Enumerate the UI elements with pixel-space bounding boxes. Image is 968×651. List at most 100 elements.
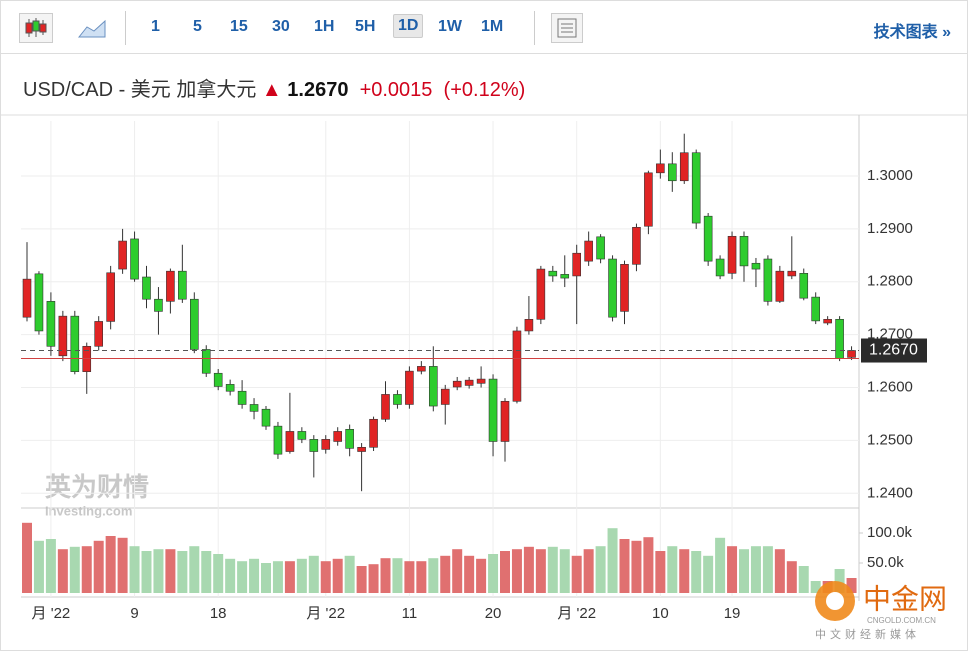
candle-body [428, 366, 438, 407]
volume-bar [500, 551, 510, 593]
candle-body [261, 408, 271, 427]
interval-button[interactable]: 1H [314, 18, 335, 35]
y-tick-label: 1.3000 [867, 167, 913, 184]
candle-body [488, 378, 498, 442]
volume-bar [798, 566, 809, 593]
x-tick-label: 月 '22 [32, 605, 71, 622]
volume-bar [619, 539, 630, 593]
candle-body [405, 370, 414, 405]
volume-bar [535, 549, 546, 593]
candle-body [572, 252, 582, 277]
interval-button[interactable]: 1 [151, 18, 160, 35]
candle-body [417, 366, 426, 372]
candle-body [393, 394, 402, 405]
candle-body [213, 372, 223, 387]
candle-body [237, 390, 247, 405]
volume-bar [834, 569, 845, 593]
volume-bar [272, 561, 283, 593]
interval-button[interactable]: 1M [481, 18, 504, 35]
interval-button[interactable]: 5 [193, 18, 202, 35]
volume-bar [511, 549, 522, 593]
interval-button[interactable]: 15 [230, 18, 248, 35]
volume-bar [727, 546, 738, 593]
volume-bar [643, 537, 654, 593]
y-tick-label: 1.2800 [867, 273, 913, 290]
change: +0.0015 [359, 79, 433, 101]
volume-bar [416, 561, 427, 593]
candle-body [154, 298, 163, 312]
candle-body [190, 298, 199, 350]
pair: USD/CAD - 美元 加拿大元 [23, 79, 257, 101]
candle-body [847, 350, 856, 358]
change-pct: (+0.12%) [443, 79, 526, 101]
volume-bar [440, 555, 451, 593]
candle-body [178, 270, 187, 300]
candle-body [787, 270, 797, 277]
candle-body [452, 380, 462, 388]
candle-body [369, 418, 378, 448]
candle-body [763, 258, 773, 302]
interval-button[interactable]: 1W [438, 18, 462, 35]
volume-bar [810, 581, 821, 593]
volume-bar [296, 558, 307, 593]
volume-bar [380, 558, 391, 593]
volume-bar [428, 558, 439, 593]
volume-bar [571, 555, 582, 593]
volume-bar [57, 549, 68, 593]
candle-body [309, 439, 319, 452]
candle-body [835, 319, 844, 359]
candle-body [584, 240, 593, 262]
volume-bar [476, 558, 487, 593]
candle-icon[interactable] [19, 13, 53, 43]
volume-bar [177, 551, 188, 593]
last-price-box [861, 338, 927, 363]
x-tick-label: 18 [210, 605, 227, 622]
volume-bar [117, 537, 128, 593]
volume-bar [583, 549, 594, 593]
candle-body [560, 274, 570, 279]
interval-button[interactable]: 5H [355, 18, 376, 35]
candle-body [811, 296, 821, 322]
volume-bar [153, 549, 164, 593]
y-tick-label: 1.2700 [867, 326, 913, 343]
candle-body [596, 236, 605, 260]
candle-body [142, 276, 151, 300]
volume-bar [715, 537, 726, 593]
price: 1.2670 [287, 79, 349, 101]
y-tick-label: 1.2500 [867, 431, 913, 448]
candle-body [751, 262, 761, 270]
candle-body [715, 258, 725, 277]
candle-body [46, 301, 56, 347]
volume-bar [249, 558, 260, 593]
interval-button[interactable]: 30 [272, 18, 290, 35]
candle-body [667, 163, 677, 182]
volume-bar [547, 546, 558, 593]
logo-url: CNGOLD.COM.CN [867, 616, 936, 625]
technical-chart-link[interactable]: 技术图表 » [873, 24, 951, 41]
volume-bar [33, 540, 44, 593]
candle-body [440, 388, 450, 405]
volume-bar [607, 528, 618, 593]
candle-body [285, 431, 295, 452]
x-tick-label: 月 '22 [557, 605, 596, 622]
y-tick-label: 1.2400 [867, 484, 913, 501]
volume-bar [523, 546, 534, 593]
volume-bar [189, 546, 200, 593]
settings-icon[interactable] [551, 13, 583, 43]
candle-body [166, 270, 175, 302]
candle-body [691, 152, 701, 224]
volume-bar [655, 551, 666, 593]
area-icon[interactable] [77, 17, 107, 39]
toolbar: 1 5 15 30 1H 5H 1D 1W 1M 技术图表 » [1, 1, 967, 54]
candle-body [548, 270, 558, 277]
volume-bar [452, 549, 463, 593]
interval-button[interactable]: 1D [393, 14, 424, 38]
volume-bar [368, 564, 379, 593]
volume-bar [667, 546, 678, 593]
candle-body [381, 394, 390, 420]
volume-bar [69, 546, 80, 593]
volume-bar [559, 549, 570, 593]
candle-body [22, 278, 32, 318]
